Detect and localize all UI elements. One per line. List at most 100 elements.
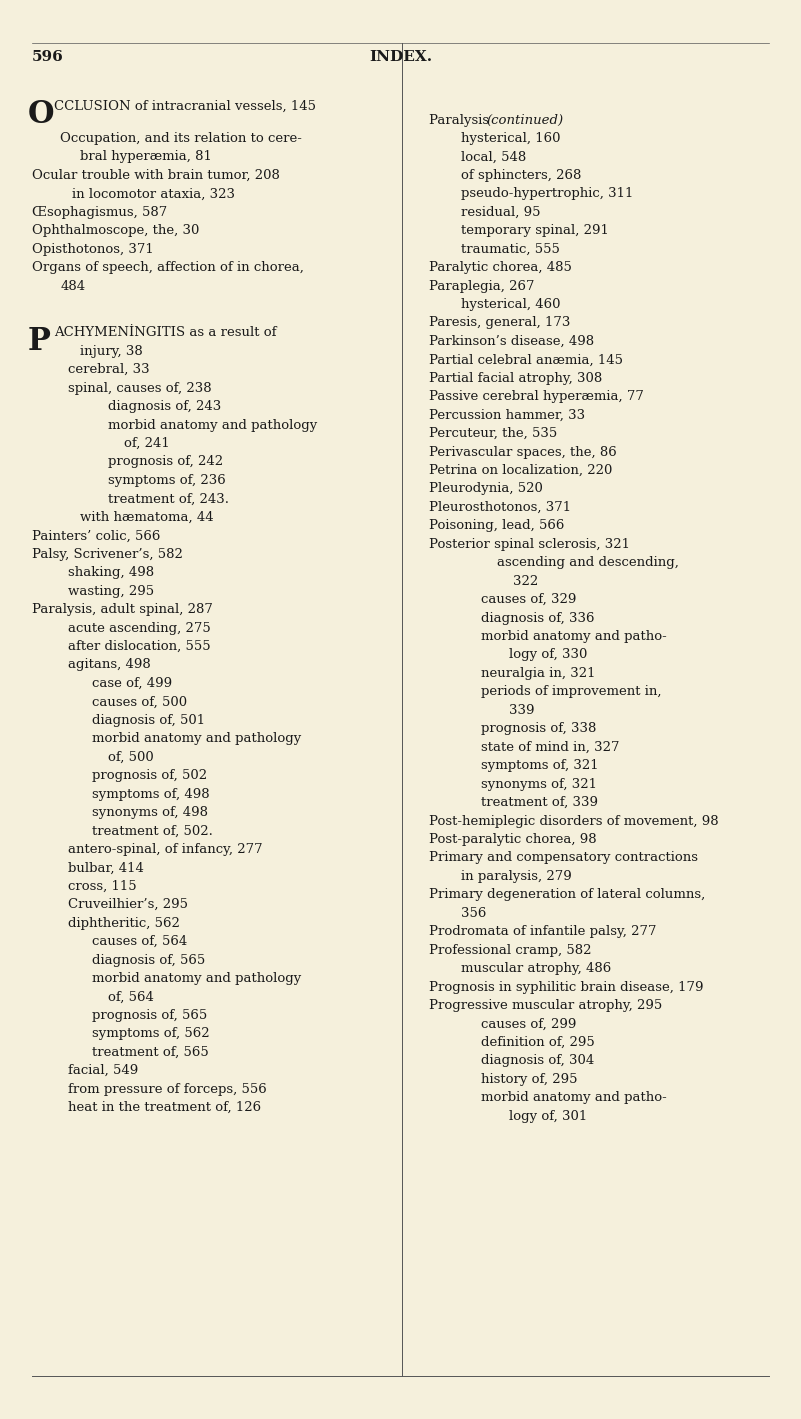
Text: Paralytic chorea, 485: Paralytic chorea, 485 <box>429 261 571 274</box>
Text: Primary and compensatory contractions: Primary and compensatory contractions <box>429 851 698 864</box>
Text: of, 500: of, 500 <box>108 751 154 763</box>
Text: antero-spinal, of infancy, 277: antero-spinal, of infancy, 277 <box>68 843 263 856</box>
Text: ascending and descending,: ascending and descending, <box>497 556 678 569</box>
Text: shaking, 498: shaking, 498 <box>68 566 155 579</box>
Text: 356: 356 <box>461 907 486 920</box>
Text: symptoms of, 562: symptoms of, 562 <box>92 1027 210 1040</box>
Text: 339: 339 <box>509 704 534 717</box>
Text: prognosis of, 242: prognosis of, 242 <box>108 455 223 468</box>
Text: Prodromata of infantile palsy, 277: Prodromata of infantile palsy, 277 <box>429 925 656 938</box>
Text: Posterior spinal sclerosis, 321: Posterior spinal sclerosis, 321 <box>429 538 630 551</box>
Text: of, 564: of, 564 <box>108 990 154 1003</box>
Text: Partial celebral anæmia, 145: Partial celebral anæmia, 145 <box>429 353 622 366</box>
Text: state of mind in, 327: state of mind in, 327 <box>481 741 619 753</box>
Text: diagnosis of, 501: diagnosis of, 501 <box>92 714 205 727</box>
Text: of, 241: of, 241 <box>124 437 170 450</box>
Text: causes of, 564: causes of, 564 <box>92 935 187 948</box>
Text: treatment of, 243.: treatment of, 243. <box>108 492 229 505</box>
Text: injury, 38: injury, 38 <box>80 345 143 358</box>
Text: pseudo-hypertrophic, 311: pseudo-hypertrophic, 311 <box>461 187 633 200</box>
Text: Opisthotonos, 371: Opisthotonos, 371 <box>32 243 154 255</box>
Text: Percuteur, the, 535: Percuteur, the, 535 <box>429 427 557 440</box>
Text: agitans, 498: agitans, 498 <box>68 658 151 671</box>
Text: morbid anatomy and patho-: morbid anatomy and patho- <box>481 630 666 643</box>
Text: local, 548: local, 548 <box>461 150 525 163</box>
Text: treatment of, 339: treatment of, 339 <box>481 796 598 809</box>
Text: in locomotor ataxia, 323: in locomotor ataxia, 323 <box>72 187 235 200</box>
Text: 596: 596 <box>32 50 64 64</box>
Text: Professional cramp, 582: Professional cramp, 582 <box>429 944 591 956</box>
Text: 484: 484 <box>60 280 85 292</box>
Text: Paralysis: Paralysis <box>429 114 493 126</box>
Text: Ocular trouble with brain tumor, 208: Ocular trouble with brain tumor, 208 <box>32 169 280 182</box>
Text: prognosis of, 565: prognosis of, 565 <box>92 1009 207 1022</box>
Text: logy of, 330: logy of, 330 <box>509 648 587 661</box>
Text: causes of, 299: causes of, 299 <box>481 1017 576 1030</box>
Text: morbid anatomy and pathology: morbid anatomy and pathology <box>92 732 301 745</box>
Text: Painters’ colic, 566: Painters’ colic, 566 <box>32 529 160 542</box>
Text: bral hyperæmia, 81: bral hyperæmia, 81 <box>80 150 212 163</box>
Text: diphtheritic, 562: diphtheritic, 562 <box>68 917 180 929</box>
Text: temporary spinal, 291: temporary spinal, 291 <box>461 224 609 237</box>
Text: causes of, 329: causes of, 329 <box>481 593 576 606</box>
Text: Cruveilhier’s, 295: Cruveilhier’s, 295 <box>68 898 188 911</box>
Text: wasting, 295: wasting, 295 <box>68 585 155 597</box>
Text: diagnosis of, 565: diagnosis of, 565 <box>92 954 205 966</box>
Text: acute ascending, 275: acute ascending, 275 <box>68 622 211 634</box>
Text: Petrina on localization, 220: Petrina on localization, 220 <box>429 464 612 477</box>
Text: Parkinson’s disease, 498: Parkinson’s disease, 498 <box>429 335 594 348</box>
Text: Post-hemiplegic disorders of movement, 98: Post-hemiplegic disorders of movement, 9… <box>429 815 718 827</box>
Text: periods of improvement in,: periods of improvement in, <box>481 685 661 698</box>
Text: prognosis of, 502: prognosis of, 502 <box>92 769 207 782</box>
Text: heat in the treatment of, 126: heat in the treatment of, 126 <box>68 1101 261 1114</box>
Text: bulbar, 414: bulbar, 414 <box>68 861 144 874</box>
Text: muscular atrophy, 486: muscular atrophy, 486 <box>461 962 611 975</box>
Text: spinal, causes of, 238: spinal, causes of, 238 <box>68 382 211 394</box>
Text: P: P <box>28 326 51 358</box>
Text: Passive cerebral hyperæmia, 77: Passive cerebral hyperæmia, 77 <box>429 390 643 403</box>
Text: morbid anatomy and patho-: morbid anatomy and patho- <box>481 1091 666 1104</box>
Text: residual, 95: residual, 95 <box>461 206 540 219</box>
Text: Pleurodynia, 520: Pleurodynia, 520 <box>429 482 542 495</box>
Text: logy of, 301: logy of, 301 <box>509 1110 587 1122</box>
Text: of sphincters, 268: of sphincters, 268 <box>461 169 581 182</box>
Text: synonyms of, 498: synonyms of, 498 <box>92 806 208 819</box>
Text: diagnosis of, 336: diagnosis of, 336 <box>481 612 594 624</box>
Text: Partial facial atrophy, 308: Partial facial atrophy, 308 <box>429 372 602 385</box>
Text: Prognosis in syphilitic brain disease, 179: Prognosis in syphilitic brain disease, 1… <box>429 981 703 993</box>
Text: diagnosis of, 243: diagnosis of, 243 <box>108 400 221 413</box>
Text: traumatic, 555: traumatic, 555 <box>461 243 559 255</box>
Text: symptoms of, 498: symptoms of, 498 <box>92 788 210 800</box>
Text: Paraplegia, 267: Paraplegia, 267 <box>429 280 534 292</box>
Text: Percussion hammer, 33: Percussion hammer, 33 <box>429 409 585 421</box>
Text: Pleurosthotonos, 371: Pleurosthotonos, 371 <box>429 501 570 514</box>
Text: treatment of, 502.: treatment of, 502. <box>92 824 213 837</box>
Text: after dislocation, 555: after dislocation, 555 <box>68 640 211 653</box>
Text: 322: 322 <box>513 575 538 587</box>
Text: O: O <box>28 99 54 131</box>
Text: hysterical, 160: hysterical, 160 <box>461 132 560 145</box>
Text: definition of, 295: definition of, 295 <box>481 1036 594 1049</box>
Text: history of, 295: history of, 295 <box>481 1073 577 1086</box>
Text: Ophthalmoscope, the, 30: Ophthalmoscope, the, 30 <box>32 224 199 237</box>
Text: Palsy, Scrivener’s, 582: Palsy, Scrivener’s, 582 <box>32 548 183 561</box>
Text: from pressure of forceps, 556: from pressure of forceps, 556 <box>68 1083 267 1095</box>
Text: Poisoning, lead, 566: Poisoning, lead, 566 <box>429 519 564 532</box>
Text: causes of, 500: causes of, 500 <box>92 695 187 708</box>
Text: Paralysis, adult spinal, 287: Paralysis, adult spinal, 287 <box>32 603 213 616</box>
Text: with hæmatoma, 44: with hæmatoma, 44 <box>80 511 214 524</box>
Text: Primary degeneration of lateral columns,: Primary degeneration of lateral columns, <box>429 888 705 901</box>
Text: case of, 499: case of, 499 <box>92 677 172 690</box>
Text: Perivascular spaces, the, 86: Perivascular spaces, the, 86 <box>429 446 616 458</box>
Text: symptoms of, 236: symptoms of, 236 <box>108 474 226 487</box>
Text: Paresis, general, 173: Paresis, general, 173 <box>429 316 570 329</box>
Text: ACHYMENİNGITIS as a result of: ACHYMENİNGITIS as a result of <box>54 326 277 339</box>
Text: (continued): (continued) <box>486 114 563 126</box>
Text: synonyms of, 321: synonyms of, 321 <box>481 778 597 790</box>
Text: morbid anatomy and pathology: morbid anatomy and pathology <box>92 972 301 985</box>
Text: Post-paralytic chorea, 98: Post-paralytic chorea, 98 <box>429 833 596 846</box>
Text: Organs of speech, affection of in chorea,: Organs of speech, affection of in chorea… <box>32 261 304 274</box>
Text: facial, 549: facial, 549 <box>68 1064 139 1077</box>
Text: Progressive muscular atrophy, 295: Progressive muscular atrophy, 295 <box>429 999 662 1012</box>
Text: Occupation, and its relation to cere-: Occupation, and its relation to cere- <box>60 132 302 145</box>
